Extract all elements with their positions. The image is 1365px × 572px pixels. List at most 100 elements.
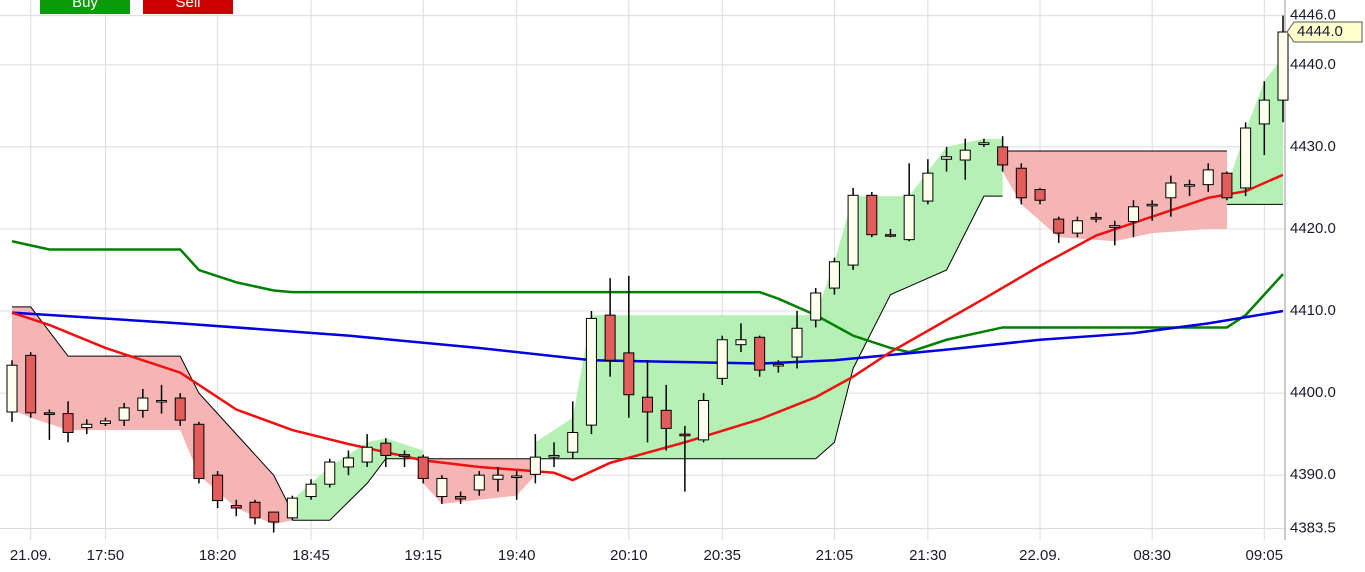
candle-body (417, 456, 429, 479)
candle-body (997, 146, 1009, 166)
band (12, 306, 293, 525)
candle-body (791, 327, 803, 358)
candle-body (361, 446, 373, 463)
x-tick-label: 22.09. (1019, 547, 1061, 564)
x-tick-label: 18:20 (199, 547, 237, 564)
candle-body (1202, 169, 1214, 186)
candle-body (585, 317, 597, 426)
candle-body (1090, 216, 1102, 220)
candle-body (268, 511, 280, 523)
candle-body (698, 399, 710, 441)
trade-button[interactable] (143, 0, 233, 14)
candle-body (25, 354, 37, 414)
candle-body (567, 431, 579, 453)
indicator-line (11, 240, 1284, 354)
x-tick-label: 17:50 (87, 547, 125, 564)
candle-body (6, 364, 18, 413)
candle-body (604, 314, 616, 361)
candle-body (884, 234, 896, 237)
candle-body (1221, 172, 1233, 199)
band-edge (292, 458, 424, 521)
candle-body (137, 397, 149, 411)
candle-body (380, 442, 392, 456)
candle-body (941, 156, 953, 160)
y-tick-label: 4390.0 (1290, 466, 1336, 483)
y-tick-label: 4400.0 (1290, 384, 1336, 401)
candle-body (1165, 182, 1177, 199)
last-price-label: 4444.0 (1297, 23, 1343, 40)
candle-body (81, 423, 93, 429)
candle-body (286, 497, 298, 519)
candle-body (1109, 225, 1121, 228)
candle-body (903, 194, 915, 241)
candle-body (828, 261, 840, 289)
candle-body (99, 420, 111, 424)
x-tick-label: 09:05 (1246, 547, 1284, 564)
y-tick-label: 4383.5 (1290, 519, 1336, 536)
candle-body (529, 456, 541, 475)
trade-button[interactable] (40, 0, 130, 14)
x-tick-label: 21:05 (816, 547, 854, 564)
candle-body (847, 194, 859, 266)
candle-body (305, 483, 317, 498)
candle-body (342, 457, 354, 468)
candle-body (1034, 189, 1046, 201)
candle-body (1015, 167, 1027, 199)
candle-body (959, 149, 971, 161)
trade-button-label[interactable]: Buy (72, 0, 98, 11)
x-tick-label: 21.09. (10, 547, 52, 564)
band-edge (535, 195, 1003, 460)
candle-body (716, 339, 728, 379)
trade-button-label[interactable]: Sell (175, 0, 200, 11)
candle-body (43, 412, 55, 415)
candle-body (249, 501, 261, 519)
candle-body (324, 461, 336, 485)
candle-body (1184, 184, 1196, 187)
x-tick-label: 19:40 (498, 547, 536, 564)
y-tick-label: 4446.0 (1290, 7, 1336, 24)
x-tick-label: 20:35 (703, 547, 741, 564)
candle-body (866, 194, 878, 236)
candle-body (1071, 220, 1083, 234)
candle-body (679, 433, 691, 437)
y-tick-label: 4430.0 (1290, 138, 1336, 155)
band (535, 138, 1003, 459)
candle-body (978, 142, 990, 145)
candle-body (548, 454, 560, 458)
candle-body (623, 352, 635, 396)
candle-body (1053, 218, 1065, 234)
candle-body (511, 475, 523, 478)
candle-body (492, 474, 504, 480)
x-tick-label: 18:45 (292, 547, 330, 564)
y-tick-label: 4440.0 (1290, 56, 1336, 73)
candle-body (212, 474, 224, 502)
candle-body (399, 454, 411, 457)
candle-body (1146, 203, 1158, 207)
candle-body (193, 423, 205, 479)
candle-body (754, 336, 766, 371)
candle-body (642, 396, 653, 413)
x-tick-label: 21:30 (909, 547, 947, 564)
x-tick-label: 19:15 (404, 547, 442, 564)
candle-body (772, 363, 784, 367)
x-tick-label: 08:30 (1133, 547, 1171, 564)
candle-body (1277, 31, 1289, 101)
candle-body (62, 413, 74, 433)
y-tick-label: 4420.0 (1290, 220, 1336, 237)
candle-body (118, 407, 130, 421)
x-tick-label: 20:10 (610, 547, 648, 564)
band (1226, 56, 1283, 205)
candle-body (230, 505, 242, 509)
candle-body (156, 399, 168, 403)
candle-body (810, 292, 822, 321)
candle-body (735, 339, 747, 346)
candle-body (436, 477, 448, 498)
candle-body (922, 172, 934, 202)
band (292, 438, 424, 521)
candle-body (174, 397, 186, 421)
candle-body (1127, 206, 1139, 223)
last-price-box (1286, 21, 1363, 43)
candle-body (660, 409, 672, 429)
candle-body (1258, 99, 1270, 125)
